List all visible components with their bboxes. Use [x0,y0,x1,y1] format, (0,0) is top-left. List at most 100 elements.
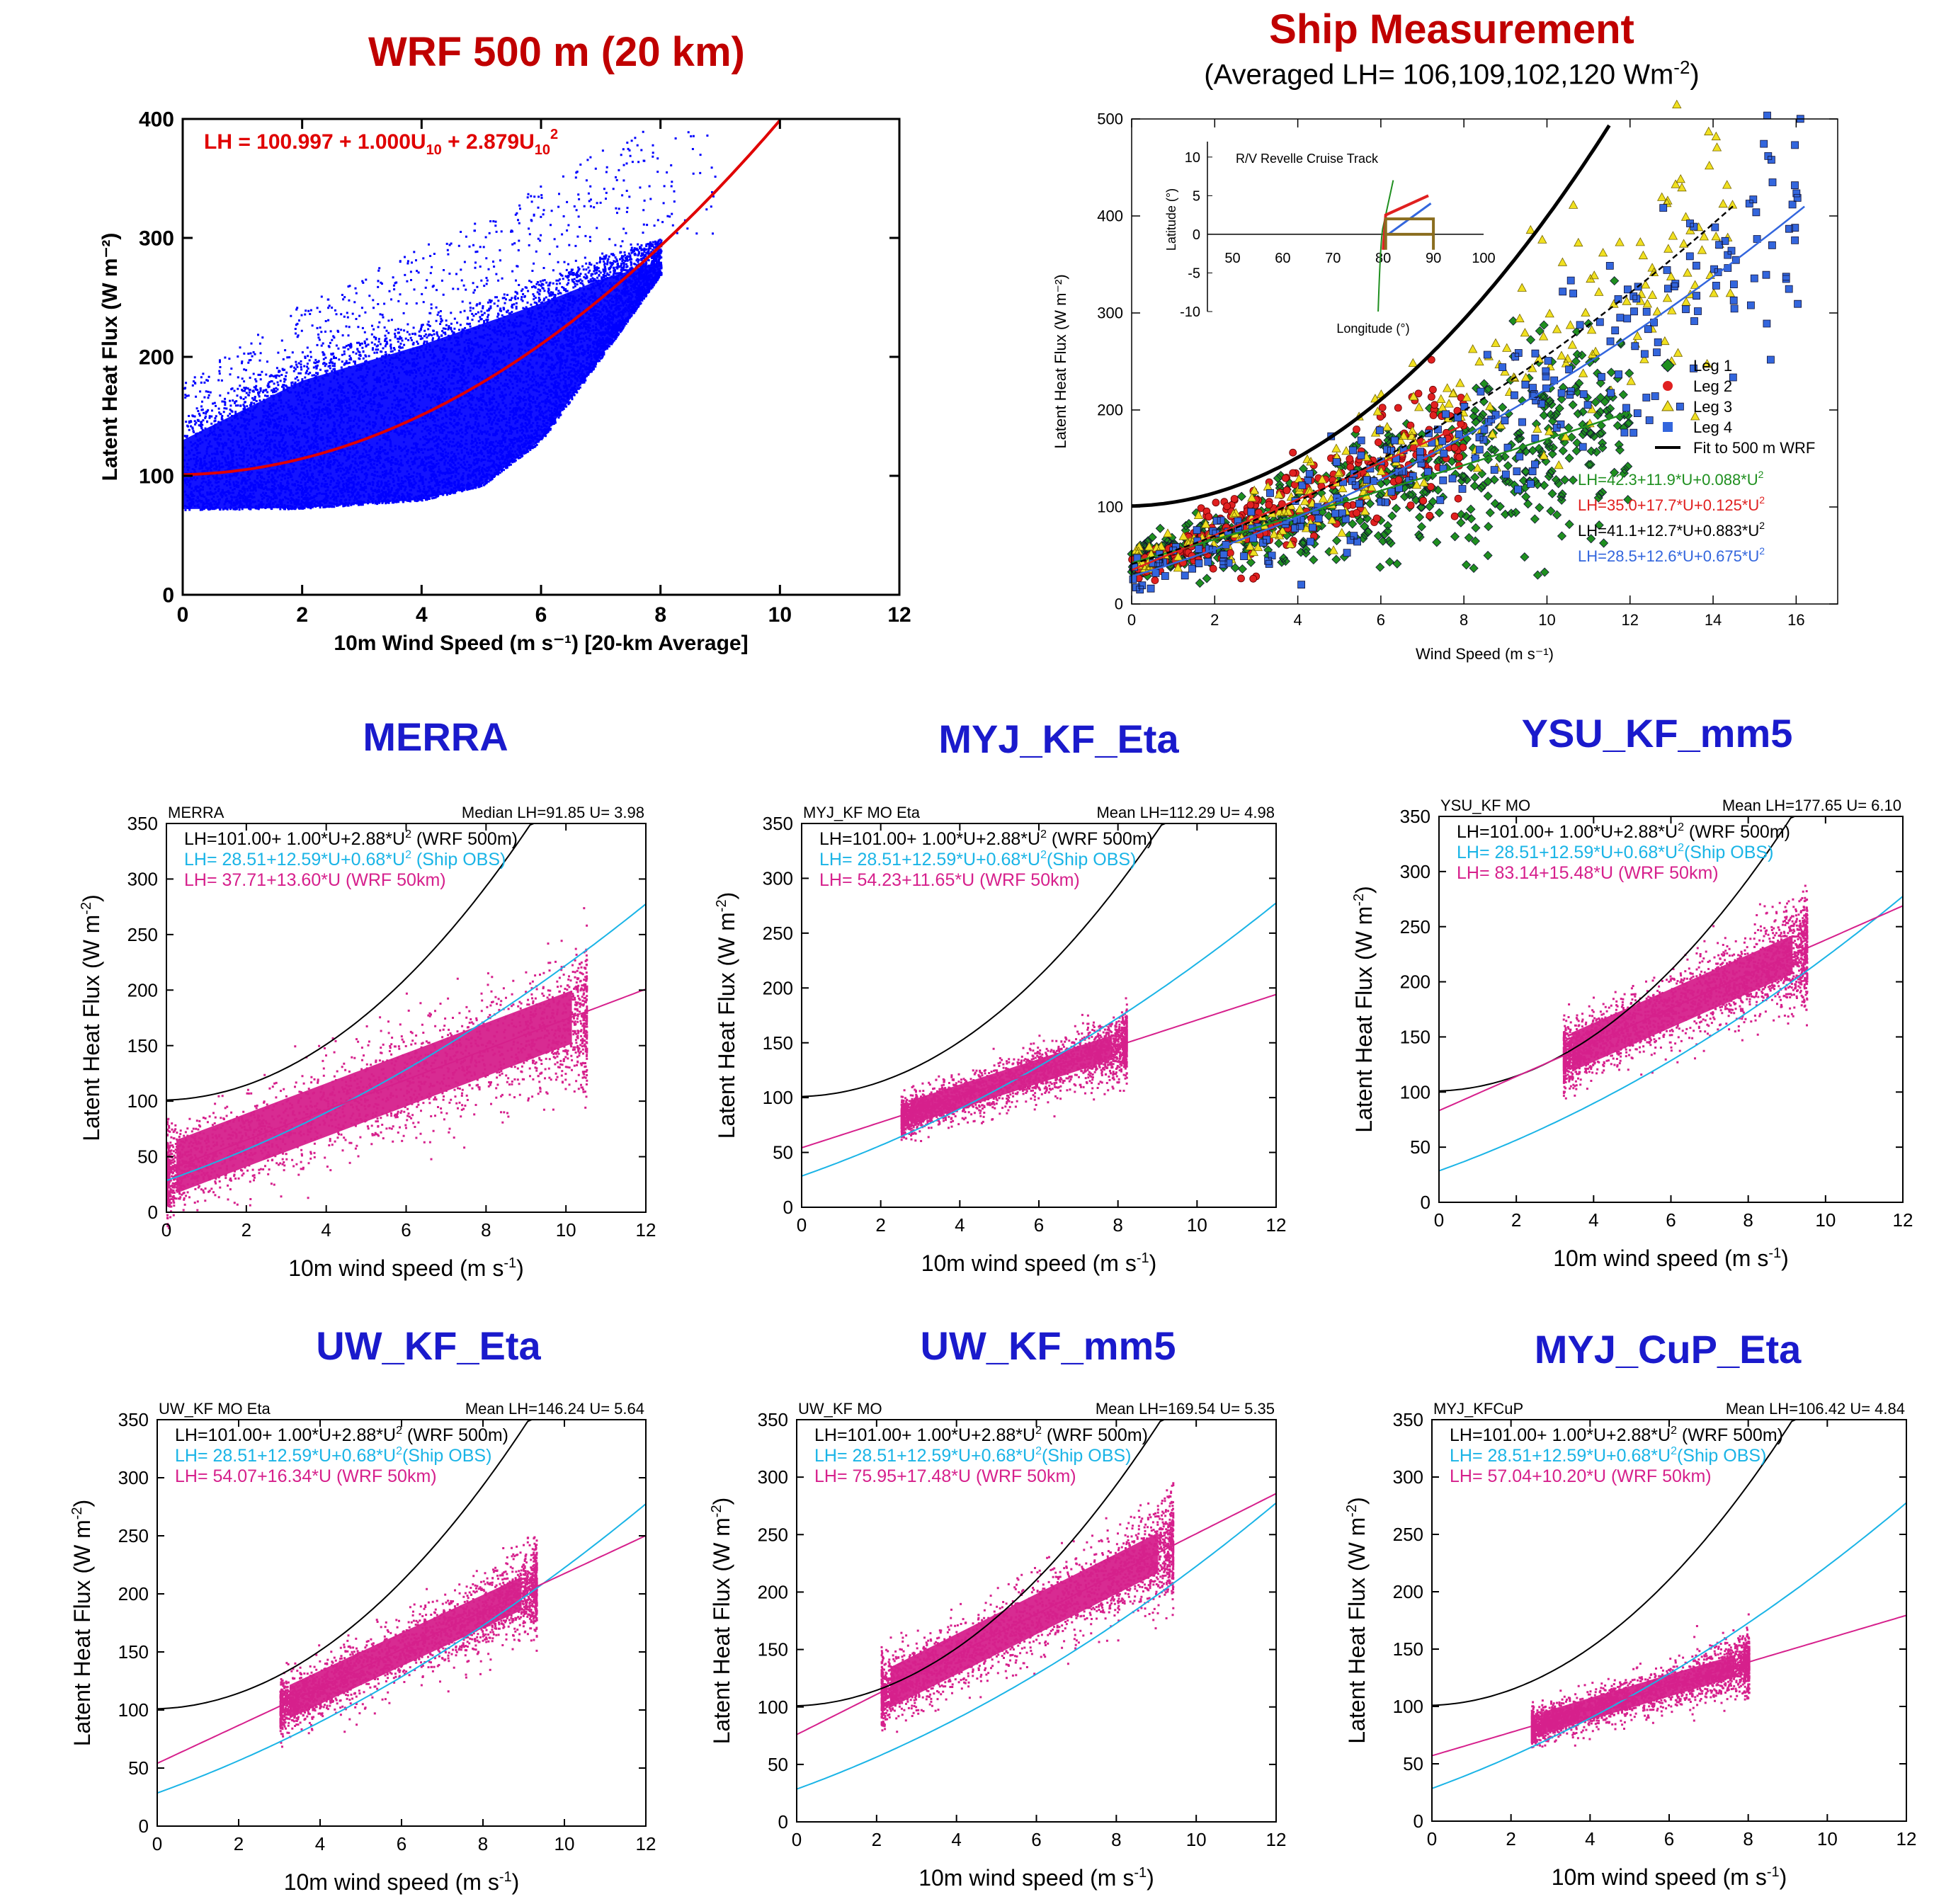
y-tick-label: 150 [118,1641,149,1663]
x-tick-label: 6 [1666,1209,1676,1231]
eq-part: (WRF 500m) [402,1425,508,1445]
ship-subheading-end: ) [1690,59,1700,91]
eq-part: (WRF 500m) [411,829,518,849]
myj_cup_eta-eq-magenta: LH= 57.04+10.20*U (WRF 50km) [1450,1466,1712,1486]
y-tick-label: 100 [1400,1081,1430,1102]
x-tick-label: 4 [1588,1209,1598,1231]
eq-part: (WRF 500m) [1047,829,1153,849]
ship-leg2-point [1246,501,1255,509]
eq-part: (Ship OBS) [1677,1446,1766,1466]
ysu_kf_mm5-ship-fit [1438,896,1904,1172]
ship-leg2-point [1227,549,1234,557]
ylabel-end: ) [1351,886,1377,894]
x-tick-label: 8 [1743,1828,1753,1849]
y-tick-label: 300 [1393,1466,1423,1488]
ship-leg2-point [1205,513,1213,521]
y-tick-label: 200 [1393,1581,1423,1602]
ship-leg2-point [1450,443,1459,452]
y-tick-label: 100 [763,1087,793,1108]
myj_cup_eta-xlabel: 10m wind speed (m s-1) [1552,1864,1787,1890]
ship-leg4-points [1129,111,1804,594]
ylabel-sup: -2 [69,1507,85,1520]
ship-xlabel: Wind Speed (m s⁻¹) [1416,645,1554,663]
myj_cup_eta-chart: MYJ_CuP_Eta 0 2 4 6 8 10 12 0 50 100 150 200 250 300 35… [1344,1327,1916,1890]
y-tick-label: 0 [783,1197,793,1218]
ylabel-sup: -2 [79,902,94,915]
x-tick-label: 2 [875,1214,885,1236]
ship-wrf-fit [1131,124,1611,508]
eq-sup: 2 [1035,1425,1042,1437]
myj_cup_eta-eq-cyan: LH= 28.51+12.59*U+0.68*U2(Ship OBS) [1450,1445,1766,1466]
eq-sup: 2 [1759,494,1765,506]
y-tick-label: 300 [758,1466,788,1488]
eq-sup: 2 [1671,1425,1677,1437]
ship-leg2-point [1406,501,1415,509]
merra-ship-fit [166,903,647,1182]
xlabel-sup: -1 [504,1255,516,1271]
x-tick-label: 8 [481,1219,491,1241]
myj_kf_eta-wrf50-fit [801,993,1277,1148]
uw_kf_mm5-ship-fit [796,1502,1277,1790]
merra-right-label: Median LH=91.85 U= 3.98 [462,804,644,821]
ylabel-end: ) [69,1500,95,1507]
xlabel-end: ) [516,1255,524,1281]
uw_kf_mm5-eq-magenta: LH= 75.95+17.48*U (WRF 50km) [814,1466,1076,1486]
ship-leg2-point [1427,355,1435,364]
ship-fit-equation: LH=42.3+11.9*U+0.088*U2 [1578,469,1764,489]
merra-eq-black: LH=101.00+ 1.00*U+2.88*U2 (WRF 500m) [184,828,518,849]
xlabel-sup: -1 [1134,1865,1147,1881]
x-tick-label: 2 [1506,1828,1515,1849]
ship-inset: 50 60 70 80 90 100 -10 -5 0 5 10 R/V Revelle Cruise… [1164,142,1496,336]
eq-sub: 10 [426,142,442,158]
y-tick-label: 50 [773,1142,793,1163]
merra-left-label: MERRA [168,804,224,821]
x-tick-label: 4 [321,1219,331,1241]
wrf500-chart: 0 2 4 6 8 10 12 0 100 200 300 400 LH = 100.997 + 1.0… [98,108,911,656]
eq-sup: 2 [405,849,411,861]
x-tick-label: 12 [1266,1829,1287,1850]
y-tick-label: 100 [139,465,174,489]
x-tick-label: 12 [636,1219,656,1241]
ship-leg2-point [1394,404,1402,412]
myj_cup_eta-ship-fit [1431,1502,1907,1789]
eq-sup: 2 [396,1445,402,1457]
myj_cup_eta-left-label: MYJ_KFCuP [1433,1400,1523,1418]
inset-x-tick-label: 70 [1325,251,1341,266]
ship-leg2-point [1429,385,1437,394]
myj_kf_eta-ylabel: Latent Heat Flux (W m-2) [714,892,739,1139]
eq-part: LH = 100.997 + [204,130,358,154]
inset-x-tick-label: 50 [1224,251,1240,266]
inset-y-tick-label: 0 [1193,227,1200,243]
ship-leg2-point [1426,511,1434,520]
eq-part: 2.879U [466,130,535,154]
ysu_kf_mm5-eq-cyan: LH= 28.51+12.59*U+0.68*U2(Ship OBS) [1457,842,1773,862]
x-tick-label: 4 [955,1214,965,1236]
uw_kf_mm5-left-label: UW_KF MO [798,1400,882,1418]
uw_kf_eta-eq-cyan: LH= 28.51+12.59*U+0.68*U2(Ship OBS) [175,1445,491,1466]
eq-part: (Ship OBS) [1684,843,1773,862]
ysu_kf_mm5-chart: YSU_KF_mm5 0 2 4 6 8 10 12 0 50 100 150 200 250 300 350… [1351,711,1913,1271]
ship-leg2-point [1353,426,1360,433]
uw_kf_mm5-ylabel: Latent Heat Flux (W m-2) [709,1498,734,1745]
uw_kf_eta-left-label: UW_KF MO Eta [159,1400,271,1418]
y-tick-label: 200 [763,977,793,998]
xlabel-end: ) [512,1869,520,1895]
uw_kf_eta-points [279,1536,538,1748]
inset-y-tick-label: -10 [1180,304,1200,320]
myj_cup_eta-heading: MYJ_CuP_Eta [1535,1327,1802,1372]
ship-leg2-point [1429,411,1438,419]
y-tick-label: 250 [118,1525,149,1546]
merra-wrf50-fit [166,988,647,1171]
myj_kf_eta-eq-black: LH=101.00+ 1.00*U+2.88*U2 (WRF 500m) [819,828,1153,849]
ship-fit-equation: LH=41.1+12.7*U+0.883*U2 [1578,520,1765,540]
uw_kf_mm5-chart: UW_KF_mm5 0 2 4 6 8 10 12 0 50 100 150 200 250 300 350 U… [709,1323,1286,1891]
ship-subheading-exp: -2 [1673,57,1690,78]
xlabel-sup: -1 [1767,1864,1780,1880]
x-tick-label: 2 [234,1833,244,1854]
x-tick-label: 6 [1377,611,1385,629]
x-tick-label: 12 [636,1833,656,1854]
uw_kf_eta-wrf500-fit [157,1419,533,1710]
wrf500-fit-line [182,119,781,477]
x-tick-label: 10 [1538,611,1555,629]
myj_kf_eta-xlabel: 10m wind speed (m s-1) [921,1250,1157,1276]
